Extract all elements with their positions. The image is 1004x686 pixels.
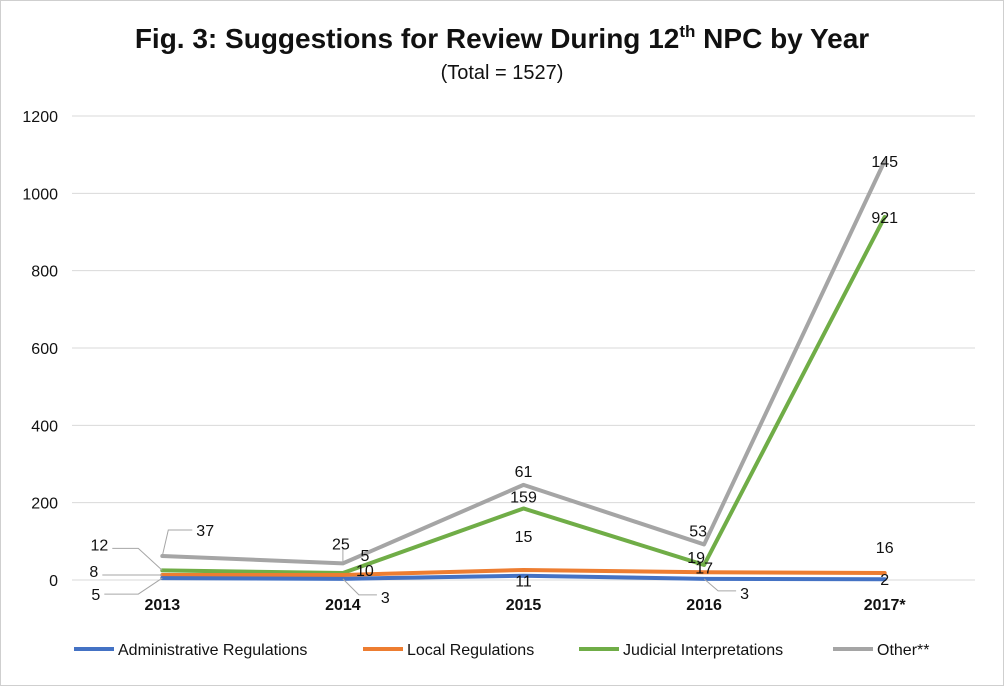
y-tick-label-400: 400 [31, 418, 58, 435]
series-line-other [160, 158, 887, 566]
legend-label-local-regulations: Local Regulations [407, 642, 534, 659]
legend-label-administrative-regulations: Administrative Regulations [118, 642, 307, 659]
data-label-other-2016: 53 [689, 523, 707, 540]
data-label-local-regulations-2017: 16 [876, 540, 894, 557]
data-label-judicial-interpretations-2016: 19 [687, 550, 705, 567]
chart-subtitle: (Total = 1527) [440, 62, 564, 84]
data-label-administrative-regulations-2014: 3 [381, 590, 390, 607]
data-label-judicial-interpretations-2015: 159 [510, 489, 537, 506]
chart-title-main: Fig. 3: Suggestions for Review During 12 [134, 23, 680, 54]
leader-line-4 [342, 578, 377, 596]
y-tick-label-1000: 1000 [22, 186, 58, 203]
data-label-other-2017: 145 [871, 154, 898, 171]
leader-line-6 [703, 578, 737, 592]
chart-title-superscript: th [679, 22, 696, 41]
data-label-other-2015: 61 [515, 464, 533, 481]
data-label-other-2013: 37 [196, 523, 214, 540]
y-tick-label-200: 200 [31, 496, 58, 513]
data-label-judicial-interpretations-2013: 12 [91, 537, 109, 554]
data-label-administrative-regulations-2016: 3 [740, 586, 749, 603]
data-label-judicial-interpretations-2017: 921 [871, 210, 898, 227]
data-label-local-regulations-2014: 10 [356, 563, 374, 580]
x-tick-label-2017: 2017* [864, 597, 907, 614]
data-label-local-regulations-2016: 17 [695, 560, 713, 577]
leader-line-3 [161, 529, 193, 557]
y-tick-label-0: 0 [49, 573, 58, 590]
y-tick-label-1200: 1200 [22, 109, 58, 126]
data-label-administrative-regulations-2017: 2 [880, 572, 889, 589]
series-line-administrative-regulations [160, 573, 887, 582]
data-label-local-regulations-2013: 8 [89, 564, 98, 581]
y-tick-label-600: 600 [31, 341, 58, 358]
legend-label-judicial-interpretations: Judicial Interpretations [623, 642, 783, 659]
y-tick-label-800: 800 [31, 264, 58, 281]
series-line-local-regulations [160, 567, 887, 577]
chart-title-end: NPC by Year [695, 23, 870, 54]
data-label-judicial-interpretations-2014: 5 [360, 548, 369, 565]
leader-line-0 [104, 577, 163, 595]
legend-label-other: Other** [877, 642, 929, 659]
data-label-administrative-regulations-2015: 11 [515, 574, 532, 591]
chart-title: Fig. 3: Suggestions for Review During 12… [0, 22, 1004, 55]
series-line-judicial-interpretations [160, 214, 887, 576]
data-label-other-2014: 25 [332, 536, 350, 553]
leader-line-2 [112, 547, 163, 571]
data-label-administrative-regulations-2013: 5 [91, 587, 100, 604]
x-tick-label-2014: 2014 [325, 597, 361, 614]
data-label-local-regulations-2015: 15 [515, 529, 533, 546]
x-tick-label-2016: 2016 [686, 597, 722, 614]
x-tick-label-2015: 2015 [506, 597, 542, 614]
x-tick-label-2013: 2013 [145, 597, 181, 614]
